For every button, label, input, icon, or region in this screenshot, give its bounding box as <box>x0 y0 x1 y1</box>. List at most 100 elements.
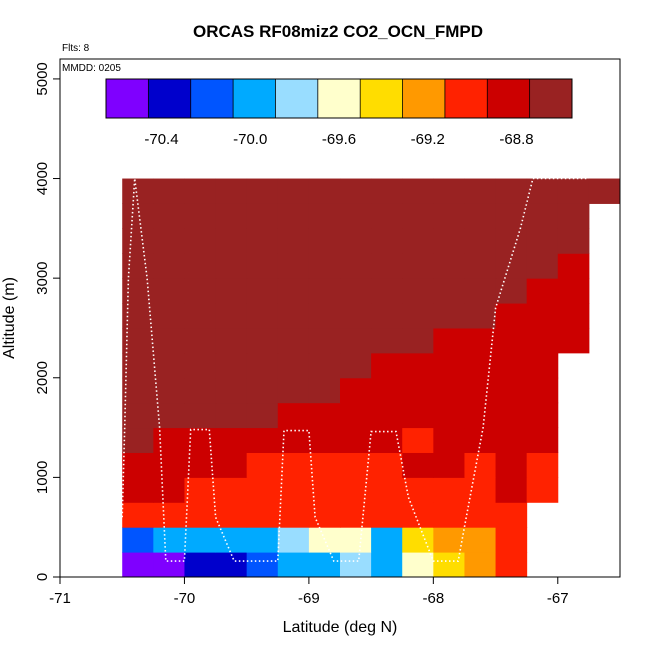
heatmap-cell <box>153 527 185 553</box>
heatmap-cell <box>464 502 497 528</box>
heatmap-cell <box>277 178 310 204</box>
heatmap-cell <box>433 377 465 404</box>
heatmap-cell <box>277 228 310 254</box>
heatmap-cell <box>495 552 528 578</box>
heatmap-cell <box>153 327 185 354</box>
heatmap-cell <box>308 502 341 528</box>
heatmap-cell <box>464 402 497 429</box>
heatmap-cell <box>464 552 497 578</box>
heatmap-cell <box>340 377 372 404</box>
heatmap-cell <box>246 352 279 379</box>
heatmap-cell <box>122 552 154 578</box>
heatmap-cell <box>526 477 559 503</box>
heatmap-cell <box>371 502 403 528</box>
heatmap-cell <box>433 228 465 254</box>
heatmap-cell <box>215 203 248 229</box>
heatmap-cell <box>402 278 434 304</box>
heatmap-cell <box>277 352 310 379</box>
heatmap-cell <box>277 278 310 304</box>
heatmap-cell <box>340 228 372 254</box>
colorbar-swatch <box>529 79 573 118</box>
heatmap-cell <box>464 278 497 304</box>
heatmap-cell <box>340 527 372 553</box>
colorbar-swatch <box>190 79 234 118</box>
colorbar-ticks: -70.4 -70.0 -69.6 -69.2 -68.8 <box>144 131 533 148</box>
heatmap-cell <box>402 203 434 229</box>
heatmap-cell <box>433 452 465 478</box>
heatmap-cell <box>464 327 497 354</box>
heatmap-cell <box>246 402 279 429</box>
heatmap-cell <box>153 178 185 204</box>
heatmap-cell <box>122 427 154 453</box>
heatmap-cell <box>153 377 185 404</box>
heatmap-cell <box>340 303 372 329</box>
heatmap-cell <box>215 303 248 329</box>
heatmap-cell <box>495 502 528 528</box>
heatmap-cell <box>184 303 217 329</box>
heatmap-cell <box>122 352 154 379</box>
colorbar-tick-label: -68.8 <box>499 131 533 148</box>
heatmap-cell <box>122 253 154 279</box>
heatmap-cell <box>122 452 154 478</box>
y-tick-label: 5000 <box>34 62 51 95</box>
x-tick-label: -67 <box>547 590 569 607</box>
heatmap-cell <box>495 527 528 553</box>
heatmap-cell <box>246 452 279 478</box>
y-axis-ticks: 0 1000 2000 3000 4000 5000 <box>34 62 60 581</box>
heatmap-cell <box>308 377 341 404</box>
heatmap-cell <box>495 228 528 254</box>
heatmap-cell <box>402 502 434 528</box>
heatmap-cell <box>526 452 559 478</box>
heatmap-cell <box>340 552 372 578</box>
heatmap-cell <box>464 377 497 404</box>
heatmap-cell <box>340 278 372 304</box>
heatmap-cell <box>277 253 310 279</box>
heatmap-cell <box>277 527 310 553</box>
x-tick-label: -70 <box>174 590 196 607</box>
heatmap-cell <box>122 203 154 229</box>
heatmap-cell <box>402 327 434 354</box>
x-tick-label: -71 <box>49 590 71 607</box>
heatmap-cell <box>526 178 559 204</box>
heatmap-cell <box>371 253 403 279</box>
heatmap-cell <box>153 552 185 578</box>
heatmap-cell <box>433 552 465 578</box>
heatmap-cell <box>526 303 559 329</box>
heatmap-cell <box>215 278 248 304</box>
x-tick-label: -68 <box>422 590 444 607</box>
heatmap-cell <box>340 502 372 528</box>
heatmap-cell <box>495 352 528 379</box>
colorbar-swatch <box>444 79 488 118</box>
heatmap-cell <box>184 402 217 429</box>
heatmap-cell <box>433 477 465 503</box>
heatmap-cell <box>371 352 403 379</box>
mmdd-annotation: MMDD: 0205 <box>62 63 121 74</box>
heatmap-cell <box>215 327 248 354</box>
heatmap-cell <box>340 452 372 478</box>
heatmap-cell <box>308 178 341 204</box>
heatmap-cell <box>402 352 434 379</box>
heatmap-cell <box>557 253 590 279</box>
heatmap-cell <box>464 452 497 478</box>
heatmap-cell <box>464 303 497 329</box>
heatmap-cell <box>526 327 559 354</box>
heatmap-cell <box>246 502 279 528</box>
heatmap-cell <box>371 527 403 553</box>
heatmap-cell <box>557 303 590 329</box>
heatmap-cell <box>153 352 185 379</box>
heatmap-cell <box>153 253 185 279</box>
heatmap-cell <box>433 327 465 354</box>
heatmap-cell <box>246 327 279 354</box>
heatmap-cell <box>215 377 248 404</box>
colorbar-tick-label: -70.0 <box>233 131 267 148</box>
heatmap-cell <box>433 253 465 279</box>
heatmap-cell <box>184 527 217 553</box>
heatmap-cell <box>277 452 310 478</box>
heatmap-cell <box>340 402 372 429</box>
heatmap-cell <box>215 178 248 204</box>
heatmap-cell <box>277 552 310 578</box>
heatmap-cell <box>371 228 403 254</box>
heatmap-cell <box>308 552 341 578</box>
flights-annotation: Flts: 8 <box>62 43 90 54</box>
